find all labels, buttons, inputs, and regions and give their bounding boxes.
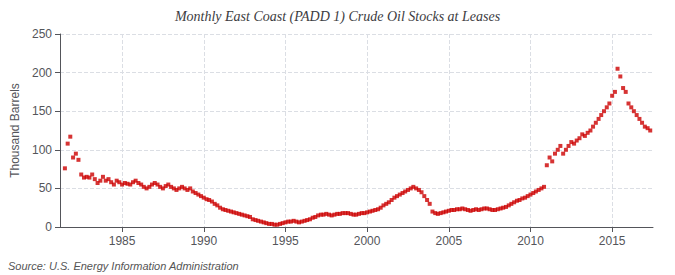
svg-text:2015: 2015 bbox=[599, 234, 626, 248]
svg-text:1990: 1990 bbox=[190, 234, 217, 248]
svg-text:100: 100 bbox=[32, 143, 52, 157]
svg-text:Source: U.S. Energy Informatio: Source: U.S. Energy Information Administ… bbox=[8, 260, 239, 272]
svg-text:2005: 2005 bbox=[435, 234, 462, 248]
svg-text:250: 250 bbox=[32, 27, 52, 41]
svg-text:150: 150 bbox=[32, 104, 52, 118]
svg-text:0: 0 bbox=[45, 220, 52, 234]
svg-text:200: 200 bbox=[32, 66, 52, 80]
svg-text:Monthly East Coast (PADD 1) Cr: Monthly East Coast (PADD 1) Crude Oil St… bbox=[174, 9, 501, 25]
svg-text:50: 50 bbox=[39, 181, 53, 195]
svg-text:2010: 2010 bbox=[517, 234, 544, 248]
svg-text:1985: 1985 bbox=[109, 234, 136, 248]
svg-text:2000: 2000 bbox=[354, 234, 381, 248]
svg-text:1995: 1995 bbox=[272, 234, 299, 248]
svg-text:Thousand Barrels: Thousand Barrels bbox=[8, 83, 22, 178]
